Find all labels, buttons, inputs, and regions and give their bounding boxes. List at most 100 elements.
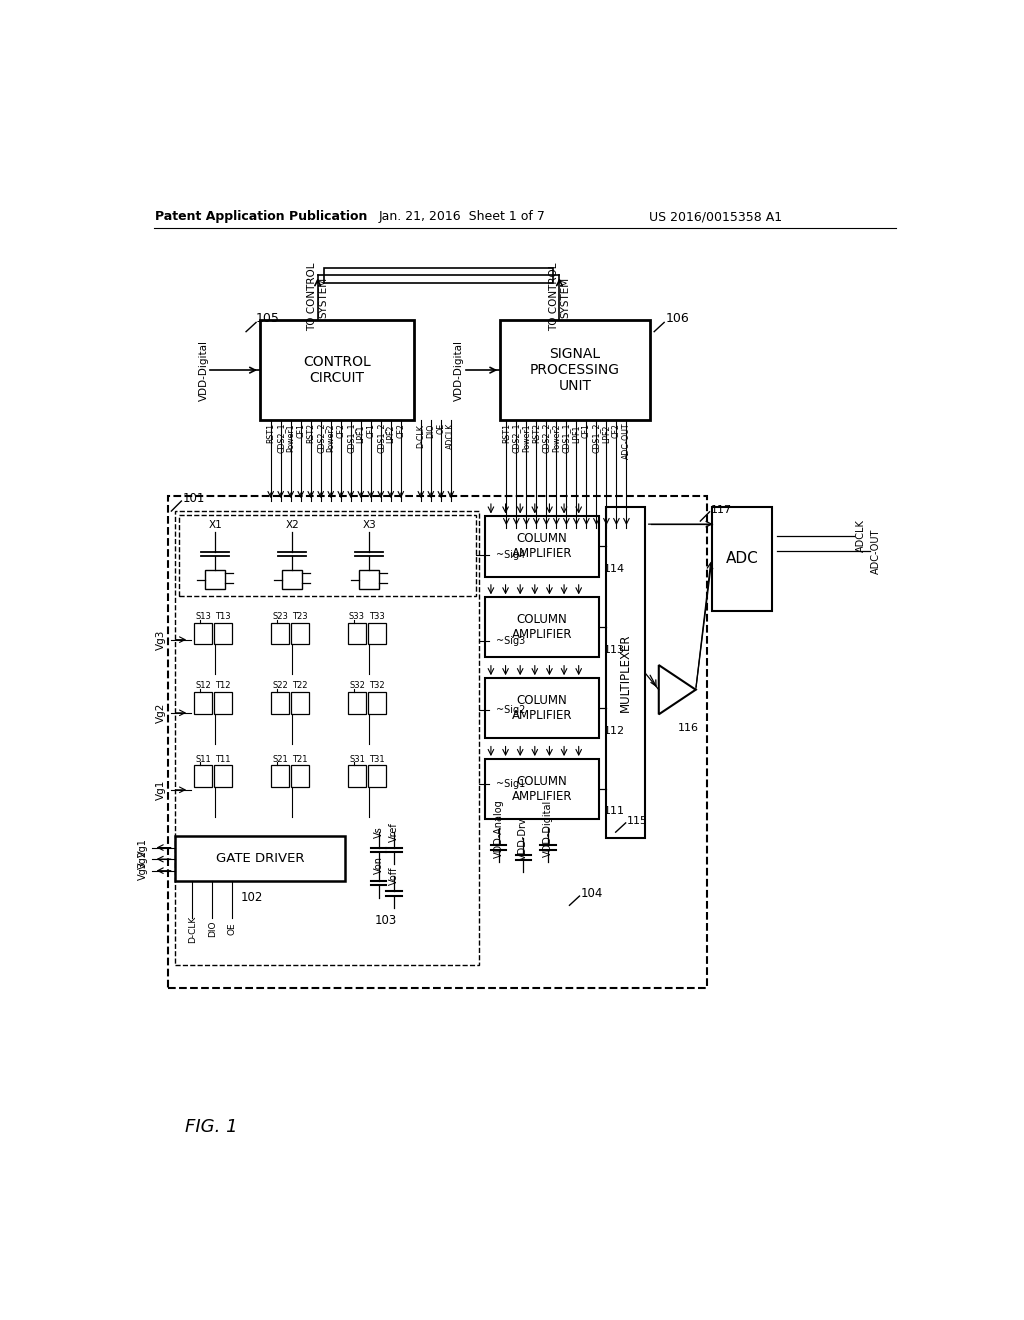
Bar	[484, 759, 599, 818]
Bar	[348, 623, 367, 644]
Bar	[194, 623, 212, 644]
Text: X3: X3	[362, 520, 376, 529]
Text: SIGNAL
PROCESSING
UNIT: SIGNAL PROCESSING UNIT	[529, 347, 620, 393]
Text: COLUMN
AMPLIFIER: COLUMN AMPLIFIER	[512, 532, 572, 561]
Text: T21: T21	[292, 755, 307, 763]
Bar	[712, 507, 772, 611]
Text: S31: S31	[349, 755, 365, 763]
Bar	[205, 570, 225, 589]
Text: VDD-Digital: VDD-Digital	[543, 800, 553, 857]
Text: 112: 112	[603, 726, 625, 735]
Text: ADCLK: ADCLK	[855, 519, 865, 552]
Bar	[348, 692, 367, 714]
Text: GATE DRIVER: GATE DRIVER	[216, 851, 304, 865]
Text: Vs: Vs	[374, 826, 384, 838]
Text: CF2: CF2	[396, 424, 406, 438]
Text: Power2: Power2	[327, 424, 335, 453]
Text: CF2: CF2	[336, 424, 345, 438]
Text: DIO: DIO	[208, 921, 217, 937]
Bar	[368, 623, 386, 644]
Bar	[194, 692, 212, 714]
Text: COLUMN
AMPLIFIER: COLUMN AMPLIFIER	[512, 614, 572, 642]
Bar	[214, 766, 232, 787]
Text: T22: T22	[292, 681, 307, 690]
Text: ~Sig3: ~Sig3	[497, 636, 525, 647]
Text: Vg1: Vg1	[157, 780, 166, 800]
Text: Von: Von	[374, 857, 384, 874]
Text: Vg2: Vg2	[138, 850, 147, 869]
Bar	[260, 321, 414, 420]
Text: D-CLK: D-CLK	[417, 424, 425, 447]
Bar	[283, 570, 302, 589]
Bar	[179, 515, 475, 595]
Bar	[484, 598, 599, 657]
Text: T11: T11	[215, 755, 230, 763]
Bar	[348, 766, 367, 787]
Text: Vg2: Vg2	[157, 702, 166, 723]
Bar	[291, 692, 309, 714]
Text: Vg3: Vg3	[138, 861, 147, 880]
Text: RST2: RST2	[306, 424, 315, 444]
Text: 116: 116	[678, 723, 699, 733]
Text: 113: 113	[603, 644, 625, 655]
Text: ~Sig1: ~Sig1	[497, 779, 525, 788]
Text: LPF1: LPF1	[356, 424, 366, 442]
Text: S23: S23	[272, 612, 288, 620]
Text: TO CONTROL
SYSTEM: TO CONTROL SYSTEM	[307, 263, 329, 331]
Text: LPF1: LPF1	[571, 424, 581, 442]
Text: 111: 111	[603, 807, 625, 816]
Bar	[484, 516, 599, 577]
Text: CDS1_1: CDS1_1	[562, 422, 571, 453]
Text: S13: S13	[195, 612, 211, 620]
Text: CDS1_1: CDS1_1	[346, 422, 355, 453]
Text: 106: 106	[666, 312, 689, 325]
Text: VDD-Digital: VDD-Digital	[455, 339, 464, 401]
Text: LPF2: LPF2	[386, 424, 395, 442]
Text: T33: T33	[369, 612, 385, 620]
Bar	[194, 766, 212, 787]
Bar	[175, 511, 479, 965]
Bar	[270, 766, 289, 787]
Text: CF1: CF1	[367, 424, 376, 438]
Bar	[484, 678, 599, 738]
Text: T13: T13	[215, 612, 230, 620]
Text: MULTIPLEXER: MULTIPLEXER	[620, 634, 632, 711]
Bar	[291, 766, 309, 787]
Text: RST2: RST2	[531, 424, 541, 444]
Text: CDS2_2: CDS2_2	[542, 422, 551, 453]
Text: 105: 105	[256, 312, 280, 325]
Text: TO CONTROL
SYSTEM: TO CONTROL SYSTEM	[549, 263, 570, 331]
Text: Vg3: Vg3	[157, 630, 166, 649]
Text: CF1: CF1	[296, 424, 305, 438]
Text: Patent Application Publication: Patent Application Publication	[156, 210, 368, 223]
Text: ADC-OUT: ADC-OUT	[871, 528, 881, 574]
Text: LPF2: LPF2	[602, 424, 611, 442]
Bar	[214, 623, 232, 644]
Text: 104: 104	[581, 887, 603, 900]
Text: Power2: Power2	[552, 424, 561, 453]
Text: Vref: Vref	[389, 822, 399, 842]
Text: 115: 115	[628, 816, 648, 825]
Text: VDD-Analog: VDD-Analog	[494, 799, 504, 858]
Text: S12: S12	[195, 681, 211, 690]
Bar	[359, 570, 379, 589]
Text: 102: 102	[241, 891, 263, 904]
Text: X1: X1	[209, 520, 222, 529]
Text: X2: X2	[286, 520, 299, 529]
Text: RST1: RST1	[266, 424, 275, 444]
Bar	[270, 623, 289, 644]
Bar	[606, 507, 645, 838]
Bar	[270, 692, 289, 714]
Text: COLUMN
AMPLIFIER: COLUMN AMPLIFIER	[512, 694, 572, 722]
Text: 114: 114	[603, 564, 625, 574]
Text: Jan. 21, 2016  Sheet 1 of 7: Jan. 21, 2016 Sheet 1 of 7	[378, 210, 545, 223]
Bar	[175, 836, 345, 880]
Text: ~Sig4: ~Sig4	[497, 550, 525, 560]
Text: CDS2_1: CDS2_1	[512, 422, 521, 453]
Text: ~Sig2: ~Sig2	[497, 705, 525, 715]
Text: S21: S21	[272, 755, 288, 763]
Bar	[368, 766, 386, 787]
Text: FIG. 1: FIG. 1	[185, 1118, 238, 1137]
Text: T32: T32	[369, 681, 385, 690]
Bar	[500, 321, 650, 420]
